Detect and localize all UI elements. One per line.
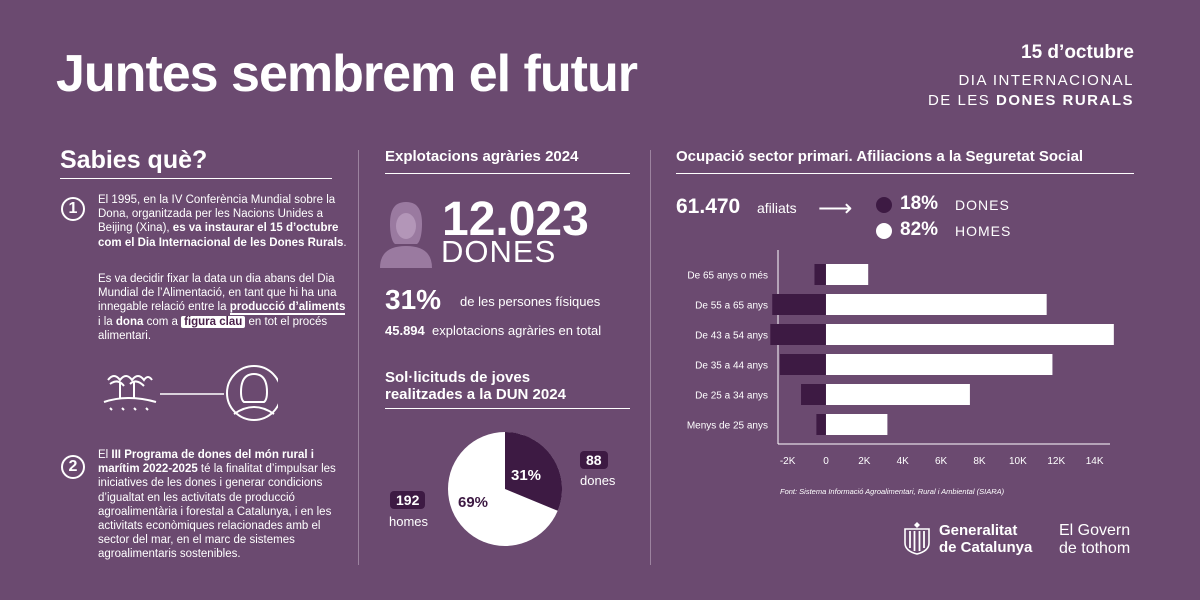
item1-p2-b: i la [98,315,116,328]
source-note: Font: Sistema Informació Agroalimentari,… [780,487,1005,496]
dun-pie-chart [448,432,563,546]
dun-men-value: 192 [390,491,426,509]
item1-end: . [343,236,347,249]
bar-dones [816,414,826,435]
bar-homes [825,294,1047,315]
day-name-line1: DIA INTERNACIONAL [958,72,1134,89]
ocup-men-pct: 82% [900,219,939,240]
ocupacio-underline [676,173,1134,174]
percent-label: de les persones físiques [460,294,601,309]
item1-number: 1 [61,197,85,221]
dun-women-label: dones [580,473,616,488]
dun-underline [385,408,630,409]
percent-value: 31% [385,284,442,315]
women-label: DONES [441,234,557,269]
arrow-right-icon: ⟶ [818,195,853,222]
ocup-women-label: DONES [955,197,1010,213]
women-dot-icon [876,197,892,213]
food-icon [103,375,157,411]
ocupacio-title: Ocupació sector primari. Afiliacions a l… [676,148,1084,165]
x-tick-label: 12K [1047,456,1065,467]
ocup-men-label: HOMES [955,223,1012,239]
dun-men-label: homes [389,514,429,529]
category-label: De 43 a 54 anys [695,331,768,342]
govern-line1: El Govern [1059,522,1131,539]
page-title: Juntes sembrem el futur [56,45,638,103]
x-tick-label: 14K [1086,456,1104,467]
item2-a: El [98,449,112,461]
bar-dones [801,384,826,405]
item1-p2-c: com a [143,315,182,328]
category-label: Menys de 25 anys [687,421,768,432]
pie-slice-dones [505,432,563,511]
x-tick-label: 0 [823,456,829,467]
generalitat-name: Generalitat de Catalunya [939,522,1032,556]
item1-text: El 1995, en la IV Conferència Mundial so… [98,193,348,250]
bar-homes [825,354,1053,375]
item2-b: té la finalitat d’impulsar les iniciativ… [98,463,336,561]
day-name-bold: DONES RURALS [995,92,1134,109]
x-tick-label: 4K [897,456,910,467]
item1-p2-bold1: producció d’aliments [229,301,346,316]
divider-right [650,150,651,565]
govern-tagline: El Govern de tothom [1059,522,1130,558]
bar-dones [770,324,826,345]
sabies-underline [60,178,332,179]
generalitat-line2: de Catalunya [939,539,1033,556]
dun-title-line2: realitzades a la DUN 2024 [385,386,566,403]
bar-homes [825,264,869,285]
sabies-title: Sabies què? [60,146,208,174]
item1-p2-bold2: dona [115,315,144,328]
men-dot-icon [876,223,892,239]
bar-dones [779,354,826,375]
item1-p2-d: en tot el procés alimentari. [98,315,328,342]
afiliacions-bar-chart: De 65 anys o més De 55 a 65 anys De 43 a 5… [687,250,1114,467]
dun-women-value: 88 [580,451,608,469]
category-label: De 25 a 34 anys [695,391,768,402]
item1-p2-a: Es va decidir fixar la data un dia abans… [98,273,337,314]
bar-homes [825,414,888,435]
item2-bold: III Programa de dones del món rural i ma… [98,449,314,476]
item1-p2-tag: figura clau [181,315,246,328]
x-tick-label: -2K [780,456,796,467]
x-tick-label: 8K [973,456,986,467]
generalitat-line1: Generalitat [939,522,1018,539]
women-count: 12.023 [442,193,589,246]
generalitat-logo-icon [904,522,930,555]
day-name-line2: DE LES DONES RURALS [928,92,1134,109]
ocup-women-pct: 18% [900,193,939,214]
bar-dones [772,294,826,315]
category-label: De 65 anys o més [687,271,768,282]
pie-women-pct: 31% [511,467,542,484]
x-tick-label: 10K [1009,456,1027,467]
x-tick-label: 2K [858,456,871,467]
day-name-prefix: DE LES [927,92,996,109]
category-label: De 55 a 65 anys [695,301,768,312]
bar-homes [825,324,1114,345]
affiliates-value: 61.470 [676,195,741,218]
bar-homes [825,384,970,405]
pie-men-pct: 69% [458,494,489,511]
item1-bold: es va instaurar el 15 d’octubre com el D… [98,222,344,249]
item1-intro: El 1995, en la IV Conferència Mundial so… [98,194,336,235]
total-label: explotacions agràries en total [432,323,602,338]
category-label: De 35 a 44 anys [695,361,768,372]
x-tick-label: 6K [935,456,948,467]
explotacions-underline [385,173,630,174]
woman-silhouette-icon [380,202,432,268]
date: 15 d’octubre [1021,42,1134,63]
woman-icon [226,365,278,421]
item2-number: 2 [61,455,85,479]
bar-dones [814,264,826,285]
item2-text: El III Programa de dones del món rural i… [98,448,348,562]
affiliates-label: afiliats [757,200,797,216]
govern-line2: de tothom [1059,540,1131,557]
dun-title-line1: Sol·licituds de joves [385,369,531,386]
food-woman-illustration [103,365,278,421]
divider-left [358,150,359,565]
explotacions-title: Explotacions agràries 2024 [385,148,579,165]
item1-paragraph2: Es va decidir fixar la data un dia abans… [98,272,348,343]
total-value: 45.894 [385,323,425,338]
